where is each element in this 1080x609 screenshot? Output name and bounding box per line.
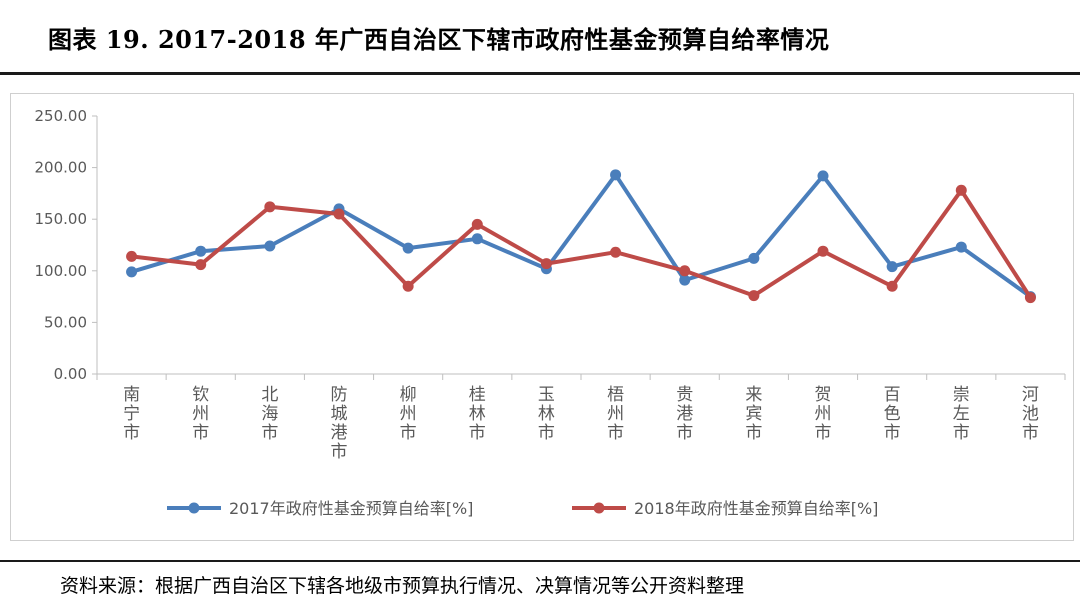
data-point bbox=[402, 280, 414, 292]
x-tick-label: 百色市 bbox=[884, 385, 901, 443]
x-tick-label: 贵港市 bbox=[676, 385, 693, 443]
data-point bbox=[748, 252, 760, 264]
y-tick-label: 100.00 bbox=[35, 262, 88, 280]
legend-label: 2018年政府性基金预算自给率[%] bbox=[634, 499, 878, 518]
data-point bbox=[817, 245, 829, 257]
y-axis: 0.00 50.00 100.00 150.00 200.00 250.00 bbox=[35, 107, 98, 383]
y-tick-label: 250.00 bbox=[35, 107, 88, 125]
x-tick-label: 贺州市 bbox=[815, 385, 832, 443]
x-tick-label: 防城港市 bbox=[331, 385, 348, 462]
x-axis: 南宁市 钦州市 北海市 防城港市 柳州市 桂林市 玉林市 梧州市 贵港市 来宾市 贺州市 百色市 崇左市… bbox=[96, 373, 1066, 462]
legend-swatch-marker bbox=[188, 502, 200, 514]
figure-title: 图表 19. 2017-2018 年广西自治区下辖市政府性基金预算自给率情况 bbox=[48, 25, 830, 54]
series-lines bbox=[126, 169, 1036, 304]
data-point bbox=[402, 242, 414, 254]
data-point bbox=[679, 265, 691, 277]
data-point bbox=[540, 258, 552, 270]
data-point bbox=[886, 261, 898, 273]
x-tick-label: 梧州市 bbox=[607, 385, 624, 443]
x-tick-label: 崇左市 bbox=[953, 385, 970, 443]
series-line-2 bbox=[129, 188, 1033, 300]
data-point bbox=[195, 245, 207, 257]
data-point bbox=[264, 240, 276, 252]
data-point bbox=[471, 218, 483, 230]
data-point bbox=[1024, 292, 1036, 304]
top-divider bbox=[0, 72, 1080, 75]
source-note: 资料来源：根据广西自治区下辖各地级市预算执行情况、决算情况等公开资料整理 bbox=[60, 575, 745, 597]
series-line-1 bbox=[129, 172, 1033, 299]
data-point bbox=[195, 259, 207, 271]
x-tick-label: 南宁市 bbox=[123, 385, 140, 443]
data-point bbox=[955, 184, 967, 196]
data-point bbox=[126, 266, 138, 278]
data-point bbox=[679, 274, 691, 286]
data-point bbox=[333, 208, 345, 220]
y-tick-label: 200.00 bbox=[35, 159, 88, 177]
line-chart: 0.00 50.00 100.00 150.00 200.00 250.00 南宁市 钦州市… bbox=[35, 107, 1066, 518]
data-point bbox=[126, 250, 138, 262]
data-point bbox=[610, 246, 622, 258]
legend: 2017年政府性基金预算自给率[%] 2018年政府性基金预算自给率[%] bbox=[167, 499, 878, 518]
x-tick-label: 桂林市 bbox=[469, 385, 486, 443]
y-tick-label: 50.00 bbox=[44, 313, 87, 331]
data-point bbox=[886, 280, 898, 292]
x-tick-label: 北海市 bbox=[261, 385, 278, 443]
x-tick-label: 河池市 bbox=[1022, 385, 1039, 443]
data-point bbox=[748, 290, 760, 302]
data-point bbox=[264, 201, 276, 213]
x-tick-label: 来宾市 bbox=[745, 385, 762, 443]
data-point bbox=[610, 169, 622, 181]
legend-label: 2017年政府性基金预算自给率[%] bbox=[229, 499, 473, 518]
bottom-divider bbox=[0, 560, 1080, 562]
chart-frame: 0.00 50.00 100.00 150.00 200.00 250.00 南宁市 钦州市… bbox=[10, 93, 1074, 541]
x-tick-label: 柳州市 bbox=[400, 385, 417, 443]
legend-swatch-marker bbox=[593, 502, 605, 514]
x-tick-label: 钦州市 bbox=[192, 385, 209, 443]
x-tick-label: 玉林市 bbox=[538, 385, 555, 443]
y-tick-label: 150.00 bbox=[35, 210, 88, 228]
data-point bbox=[817, 170, 829, 182]
y-tick-label: 0.00 bbox=[54, 365, 87, 383]
data-point bbox=[471, 233, 483, 245]
data-point bbox=[955, 241, 967, 253]
